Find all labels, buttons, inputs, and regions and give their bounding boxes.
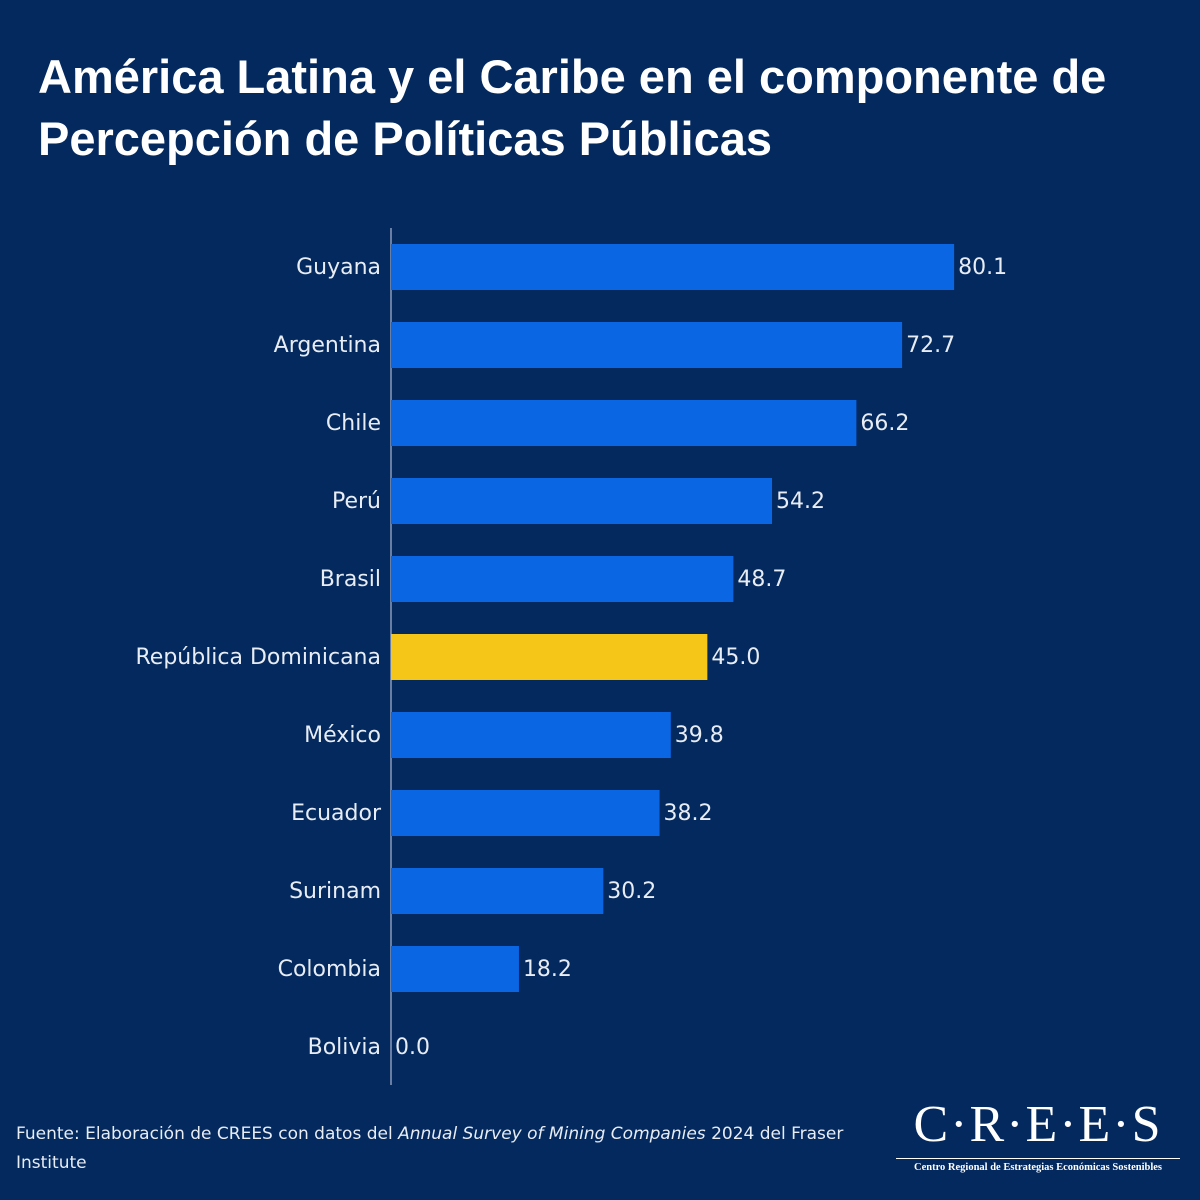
value-label: 54.2 xyxy=(776,489,825,514)
y-tick-label: Colombia xyxy=(278,957,381,982)
value-label: 80.1 xyxy=(958,255,1007,280)
source-text: Fuente: Elaboración de CREES con datos d… xyxy=(16,1124,393,1144)
logo: C·R·E·E·S xyxy=(913,1096,1163,1153)
source-text: 2024 del Fraser Institute xyxy=(16,1124,844,1173)
logo-rule xyxy=(896,1158,1180,1159)
y-tick-label: Perú xyxy=(332,489,381,514)
y-tick-label: Argentina xyxy=(274,333,381,358)
bar xyxy=(391,790,660,836)
bar xyxy=(391,400,857,446)
value-label: 18.2 xyxy=(523,957,572,982)
source-note: Fuente: Elaboración de CREES con datos d… xyxy=(16,1120,856,1178)
y-tick-label: Bolivia xyxy=(308,1035,381,1060)
y-tick-label: República Dominicana xyxy=(135,645,381,670)
value-label: 38.2 xyxy=(664,801,713,826)
y-tick-label: Brasil xyxy=(320,567,381,592)
value-label: 66.2 xyxy=(860,411,909,436)
bar xyxy=(391,244,955,290)
value-label: 30.2 xyxy=(607,879,656,904)
logo-subtitle: Centro Regional de Estrategias Económica… xyxy=(913,1162,1162,1173)
value-label: 45.0 xyxy=(711,645,760,670)
chart: Guyana 80.1 Argentina 72.7 Chile 66.2 Perú 54.2… xyxy=(135,228,1007,1085)
value-label: 0.0 xyxy=(395,1035,430,1060)
bar xyxy=(391,946,519,992)
bar xyxy=(391,634,708,680)
y-tick-label: Surinam xyxy=(289,879,381,904)
source-italic: Annual Survey of Mining Companies xyxy=(398,1124,706,1144)
bar xyxy=(391,868,604,914)
value-label: 39.8 xyxy=(675,723,724,748)
y-tick-label: Ecuador xyxy=(291,801,382,826)
bar xyxy=(391,712,671,758)
y-tick-label: México xyxy=(304,723,381,748)
bar xyxy=(391,478,773,524)
bar xyxy=(391,322,903,368)
value-label: 72.7 xyxy=(906,333,955,358)
bar xyxy=(391,556,734,602)
chart-title: América Latina y el Caribe en el compone… xyxy=(38,50,1107,165)
y-tick-label: Guyana xyxy=(296,255,381,280)
y-tick-label: Chile xyxy=(326,411,381,436)
value-label: 48.7 xyxy=(737,567,786,592)
